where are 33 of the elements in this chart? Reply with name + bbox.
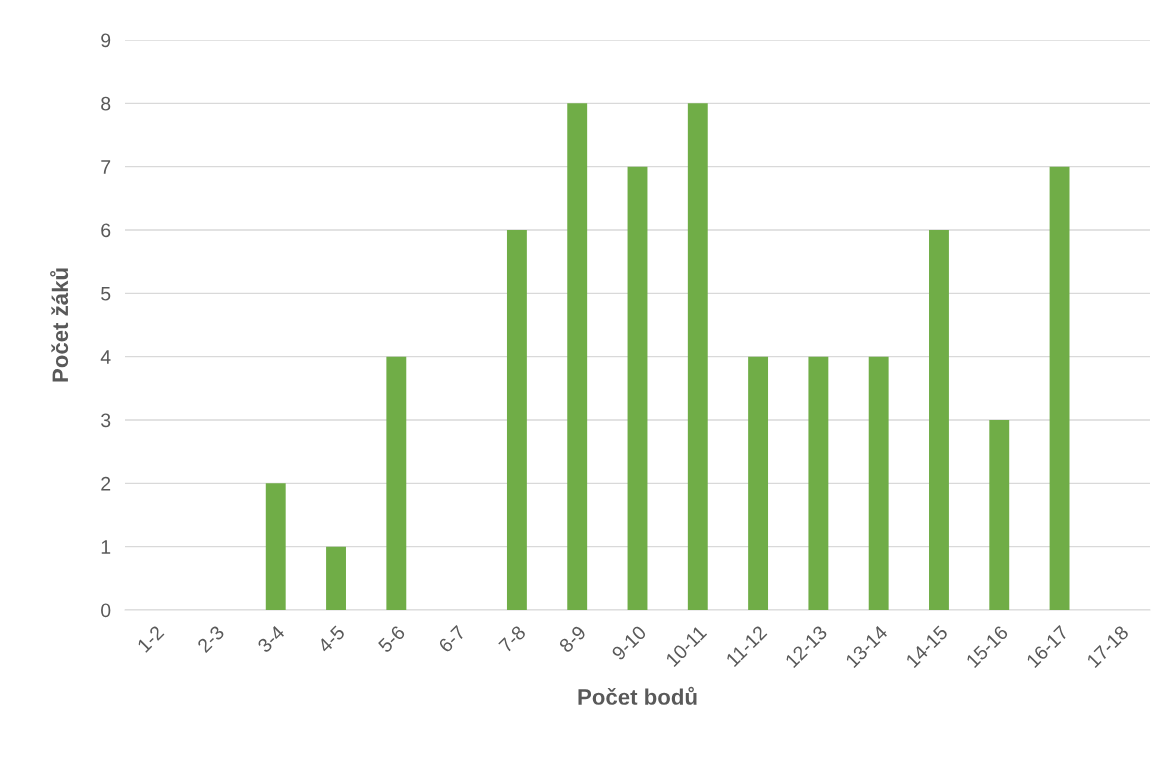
bar	[326, 546, 346, 610]
x-tick-label: 1-2	[136, 624, 165, 653]
y-tick-label: 0	[101, 603, 111, 618]
y-tick-label: 7	[101, 160, 111, 174]
bar	[386, 356, 407, 610]
bar	[506, 230, 527, 610]
y-tick-label: 2	[101, 476, 111, 491]
y-tick-label: 9	[101, 33, 111, 48]
x-tick-label: 6-7	[437, 624, 467, 654]
bar	[627, 166, 648, 610]
y-tick-label: 5	[101, 287, 111, 301]
x-tick-label: 7-8	[498, 624, 527, 654]
bar	[868, 356, 889, 610]
x-tick-label: 2-3	[196, 624, 225, 654]
bar	[265, 483, 286, 610]
x-tick-label: 8-9	[558, 624, 587, 654]
x-tick-label: 4-5	[316, 624, 346, 654]
y-axis-title: Počet žáků	[50, 268, 69, 382]
y-tick-label: 4	[100, 350, 111, 364]
bar	[1049, 166, 1070, 610]
x-tick-label: 3-4	[256, 624, 286, 654]
bar	[808, 356, 829, 610]
bar	[567, 103, 588, 610]
y-tick-label: 6	[101, 223, 111, 238]
x-tick-label: 5-6	[377, 624, 406, 654]
y-tick-label: 1	[101, 540, 111, 554]
y-tick-label: 3	[101, 413, 111, 428]
bar	[687, 103, 708, 610]
bar	[989, 420, 1010, 610]
x-axis-title: Počet bodů	[578, 686, 697, 705]
bar	[748, 356, 769, 610]
y-tick-label: 8	[101, 96, 111, 111]
bar	[929, 230, 949, 610]
